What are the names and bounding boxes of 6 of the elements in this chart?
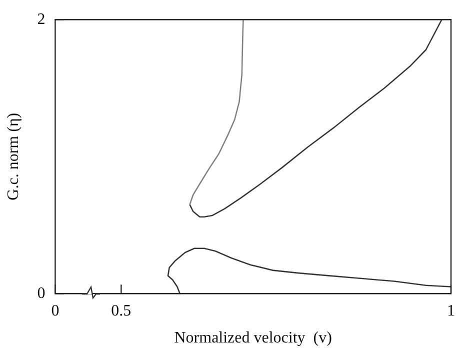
y-axis-title: G.c. norm (η): [4, 112, 22, 200]
x-tick-label: 0: [51, 302, 60, 320]
y-tick-label: 2: [37, 10, 46, 28]
x-tick-label: 1: [447, 302, 455, 320]
x-tick-label: 0.5: [111, 302, 132, 320]
x-axis-title: Normalized velocity (v): [174, 330, 332, 347]
